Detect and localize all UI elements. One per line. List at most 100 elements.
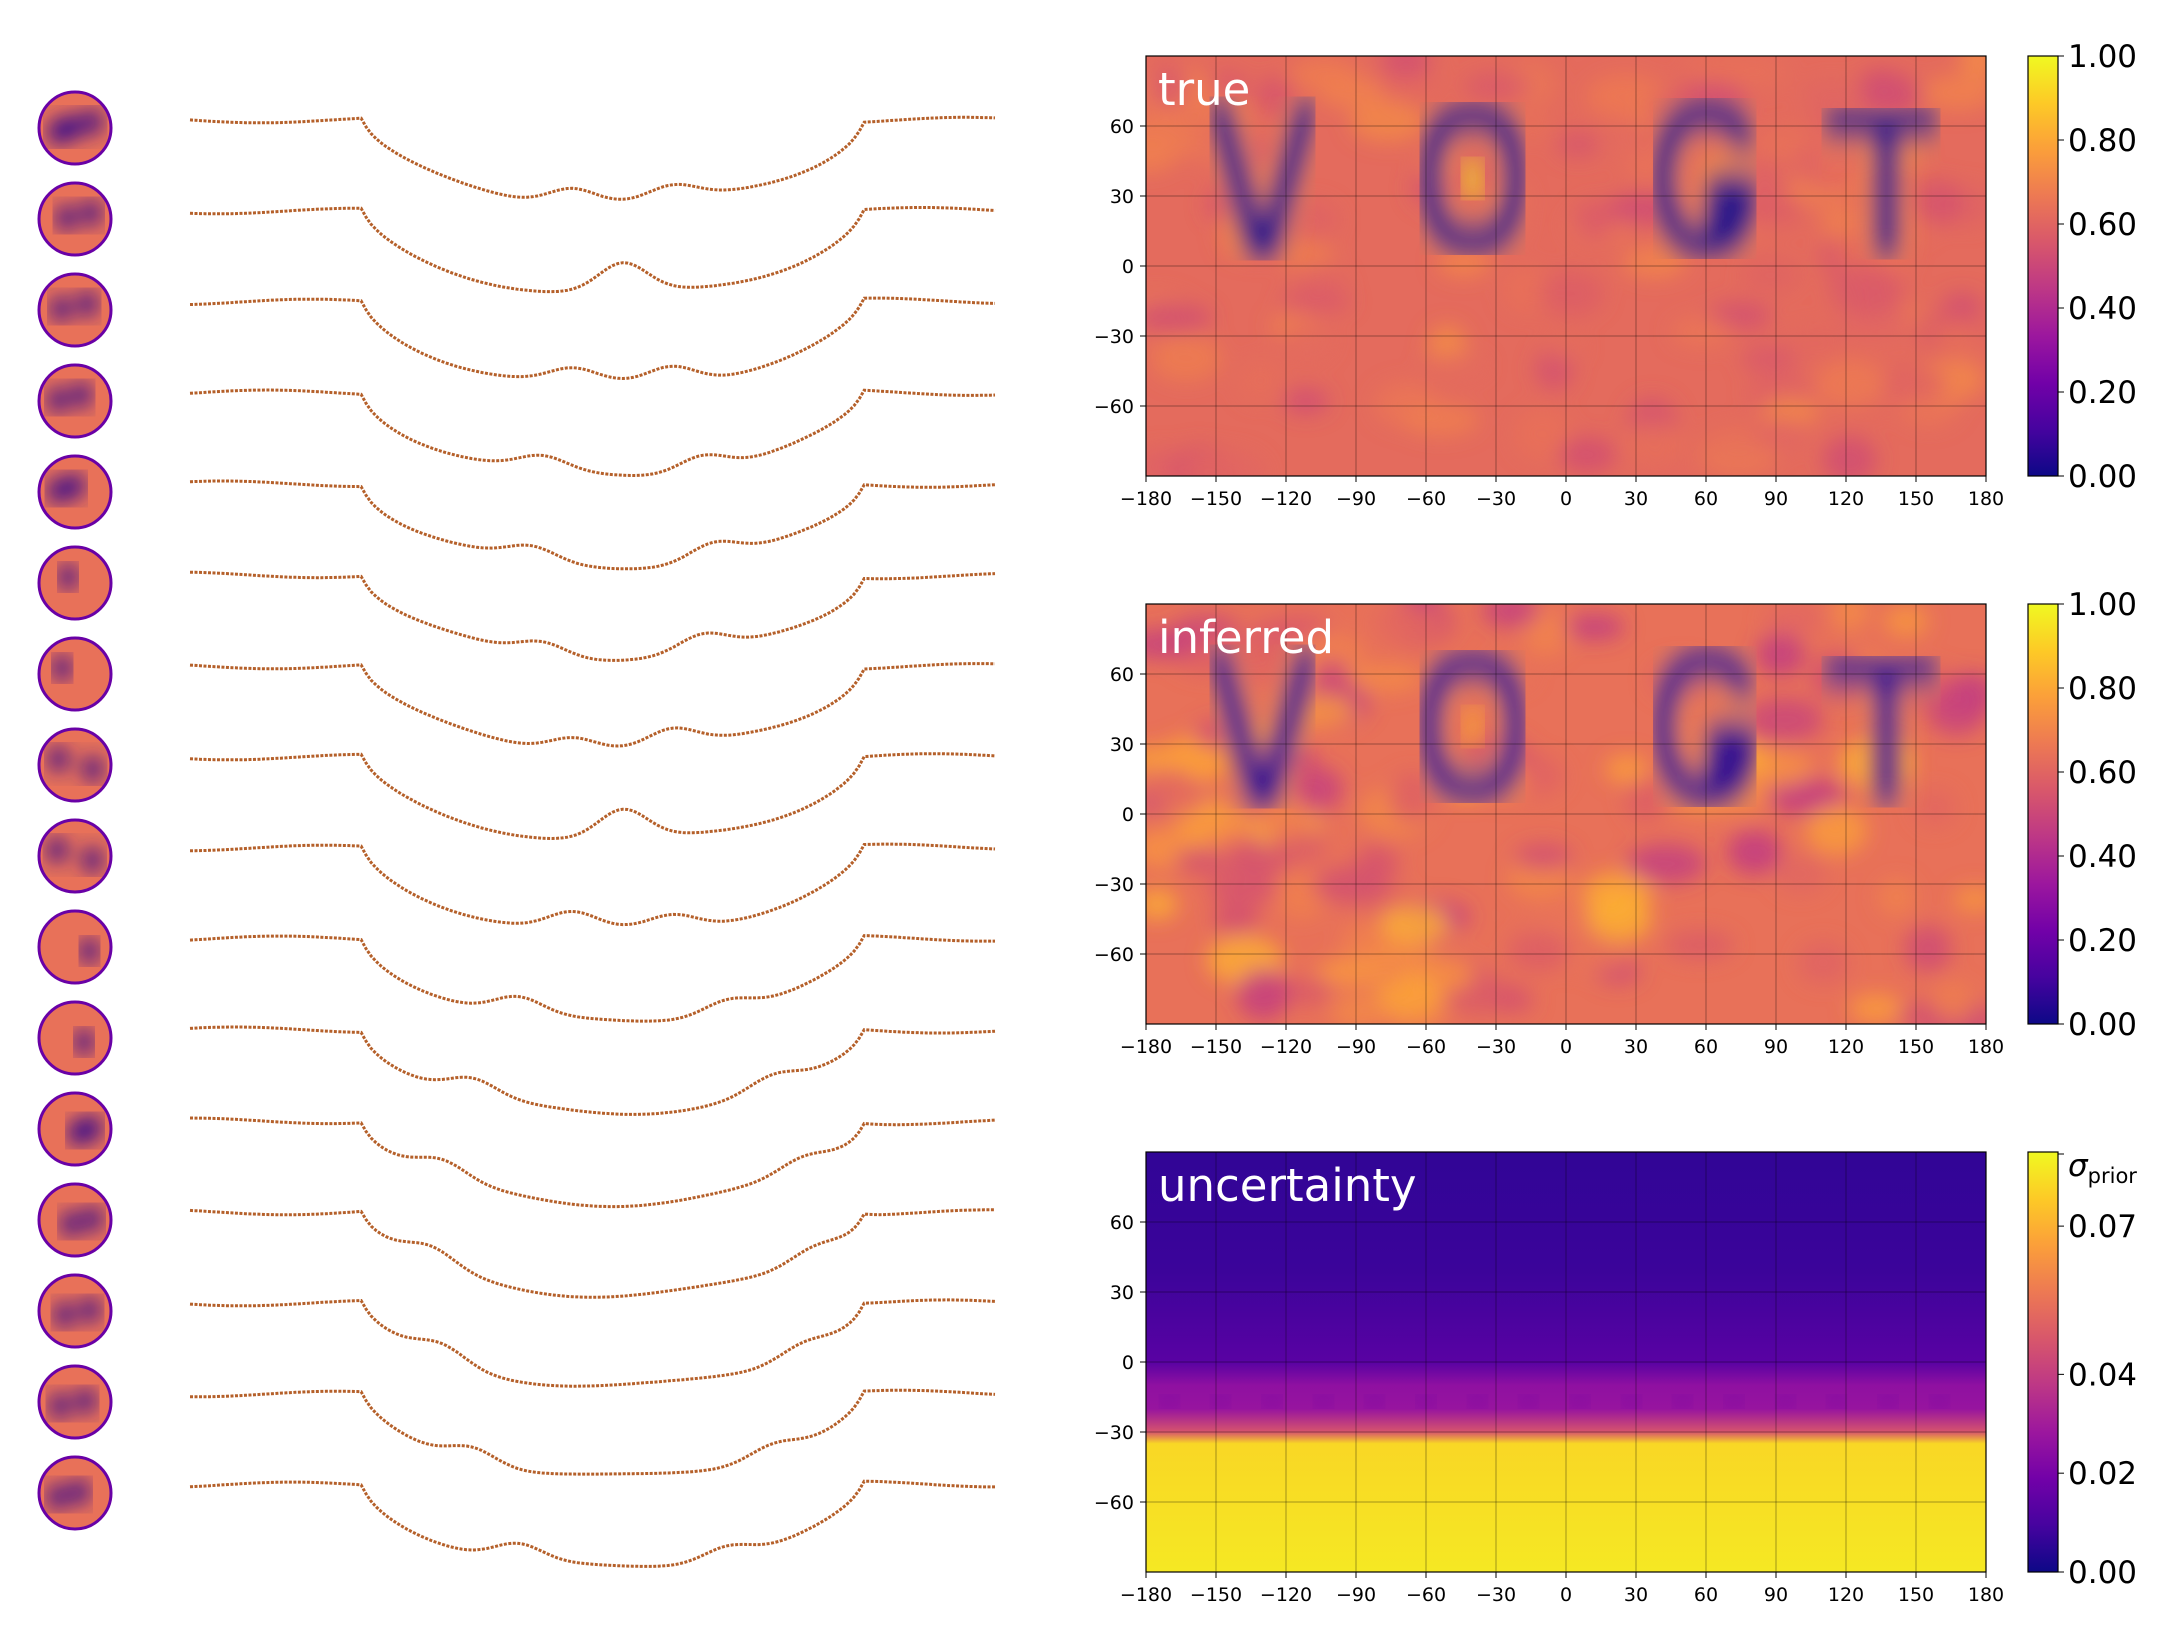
phase-globe [37, 1273, 113, 1349]
heatmap-blob [1761, 396, 1820, 426]
heatmap-blob [1282, 321, 1333, 361]
globe-spots [68, 1115, 102, 1146]
letter-T [1811, 93, 1951, 275]
x-tick-label: 90 [1764, 1036, 1788, 1058]
heatmap-blob [1754, 418, 1808, 450]
x-tick-label: 150 [1898, 1584, 1934, 1606]
heatmap-blob [1417, 1395, 1435, 1408]
heatmap-blob [1150, 775, 1206, 819]
x-tick-label: −120 [1260, 488, 1312, 510]
globe-disk [39, 274, 111, 346]
map-panel-inferred: inferred −180 −150 −120 −90 −60 −30 0 30 60 90 120… [1094, 587, 2137, 1058]
x-tick-label: 180 [1968, 488, 2004, 510]
x-tick-label: 150 [1898, 1036, 1934, 1058]
globe-spot [48, 478, 67, 504]
heatmap-blob [1380, 56, 1432, 78]
heatmap-blob [1776, 1395, 1795, 1408]
x-tick-label: 0 [1560, 1584, 1572, 1606]
line-profile [189, 934, 995, 1023]
sigma-subscript: prior [2088, 1164, 2138, 1188]
globe-spots [50, 1388, 95, 1419]
globe-surface [39, 365, 111, 437]
heatmap-blob [1482, 604, 1539, 628]
y-tick-label: 30 [1110, 734, 1134, 756]
globe-limb [37, 545, 113, 621]
globe-surface [39, 1366, 111, 1438]
y-tick-labels: 60 30 0 −30 −60 [1094, 1212, 1146, 1514]
heatmap-blob [1236, 968, 1290, 1021]
heatmap-blob [1768, 777, 1846, 816]
colorbar-tick-label: 0.20 [2068, 375, 2137, 411]
heatmap-blob [1146, 888, 1178, 921]
heatmap-blob [1829, 264, 1903, 316]
letter-stroke [1206, 93, 1319, 264]
letter-shapes [1642, 632, 1768, 821]
heatmap-blob [1621, 422, 1686, 462]
heatmap-blob [1503, 265, 1551, 313]
letter-O-center [1462, 160, 1483, 197]
globe-spot [55, 1302, 74, 1328]
globe-limb [37, 363, 113, 439]
heatmap-blob [1207, 871, 1283, 906]
heatmap-blob [1830, 604, 1870, 631]
globe-spots [59, 564, 78, 590]
colorbar-gradient [2027, 55, 2059, 477]
globe-spot [72, 382, 91, 408]
colorbar-tick-label: 0.60 [2068, 207, 2137, 243]
globe-spots [80, 938, 99, 964]
heatmap-blob [1625, 774, 1666, 822]
globe-spots [49, 746, 102, 782]
colorbar-tick-label: 0.02 [2068, 1456, 2137, 1492]
letter-stroke [1649, 95, 1760, 262]
globe-surface [39, 1184, 111, 1256]
line-profile [189, 1298, 996, 1388]
heatmap-blob [1213, 903, 1260, 935]
heatmap-blob [1508, 930, 1570, 972]
globe-spot [49, 746, 68, 772]
x-tick-label: 120 [1828, 1584, 1864, 1606]
phase-globe [37, 181, 113, 257]
globe-spot [68, 1120, 87, 1146]
heatmap-blob [1421, 353, 1487, 378]
globe-surface [39, 274, 111, 346]
globe-surface [39, 638, 111, 710]
heatmap-blob [1686, 56, 1761, 84]
heatmap-blob [1317, 957, 1385, 987]
letter-V [1198, 82, 1327, 275]
globe-spot [51, 296, 70, 322]
heatmap-blob [1875, 367, 1947, 401]
heatmap-blob [1237, 359, 1283, 403]
globe-spot [61, 1211, 80, 1237]
y-tick-label: 60 [1110, 116, 1134, 138]
phase-globe [37, 1182, 113, 1258]
phase-globe [37, 363, 113, 439]
letter-O [1408, 87, 1537, 270]
heatmap-blob [1146, 111, 1200, 160]
heatmap-blob [1883, 605, 1929, 638]
line-profile [189, 842, 996, 927]
globe-surface [39, 911, 111, 983]
heatmap-blob [1931, 982, 1977, 1023]
x-tick-label: −30 [1476, 488, 1516, 510]
x-tick-label: 0 [1560, 1036, 1572, 1058]
heatmap-blob [1805, 805, 1868, 856]
x-tick-label: 180 [1968, 1036, 2004, 1058]
x-tick-label: −30 [1476, 1036, 1516, 1058]
globe-disk [39, 1002, 111, 1074]
x-tick-label: −90 [1336, 1036, 1376, 1058]
heatmap-blob [1849, 993, 1904, 1024]
globe-spot [82, 200, 101, 226]
line-profile [189, 752, 996, 841]
globe-limb [37, 1455, 113, 1531]
colorbar-inferred: 1.00 0.80 0.60 0.40 0.20 0.00 [2027, 587, 2137, 1043]
heatmap-inferred [1146, 604, 1986, 1024]
letter-stroke [1206, 641, 1319, 812]
heatmap-blob [1146, 303, 1212, 333]
globe-limb [37, 1364, 113, 1440]
heatmap-blob [1160, 1395, 1179, 1408]
colorbar-tick-label: 0.60 [2068, 755, 2137, 791]
heatmap-fill [1146, 1152, 1986, 1572]
globe-spot [63, 114, 82, 140]
heatmap-blob [1879, 1395, 1897, 1408]
phase-globe [37, 1455, 113, 1531]
